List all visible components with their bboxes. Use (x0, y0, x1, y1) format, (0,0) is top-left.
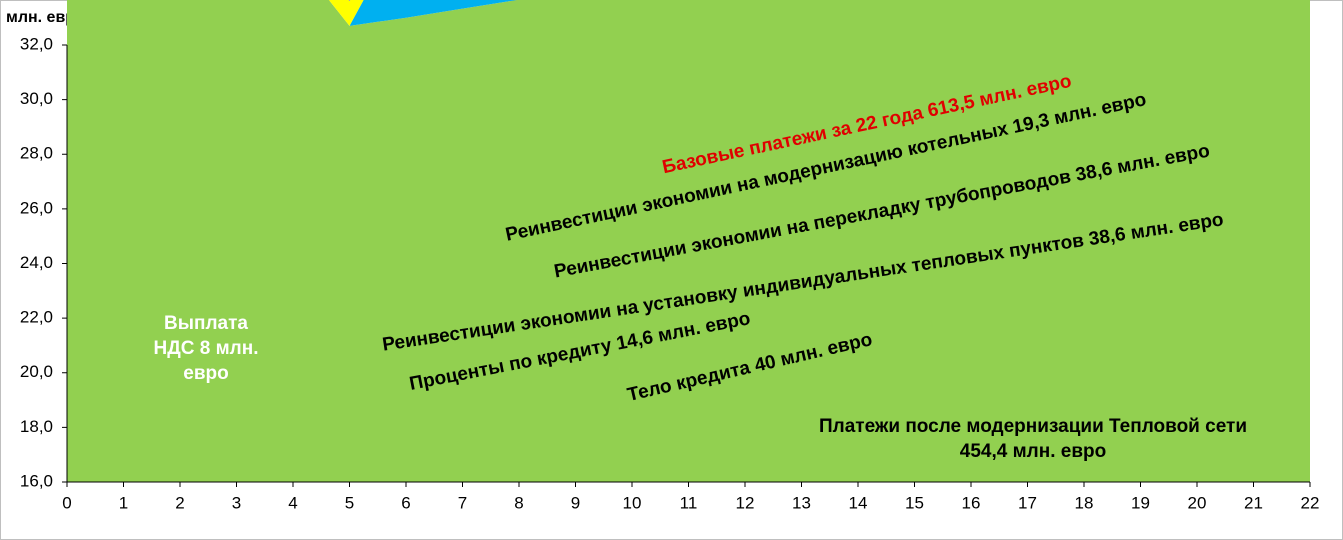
x-tick-label: 11 (680, 493, 698, 512)
x-tick-label: 19 (1131, 493, 1150, 512)
x-tick-label: 15 (905, 493, 924, 512)
x-tick-label: 6 (401, 493, 410, 512)
x-tick-label: 16 (962, 493, 981, 512)
x-tick-label: 3 (232, 493, 241, 512)
y-tick-label: 22,0 (20, 308, 53, 327)
area (348, 0, 351, 2)
x-tick-label: 17 (1018, 493, 1037, 512)
x-tick-label: 12 (736, 493, 755, 512)
series-label: Выплата (164, 313, 248, 334)
y-tick-label: 26,0 (20, 198, 53, 217)
areas (67, 0, 1310, 482)
x-tick-label: 8 (514, 493, 523, 512)
y-tick-label: 28,0 (20, 144, 53, 163)
x-tick-label: 2 (175, 493, 184, 512)
area (67, 0, 1310, 482)
area (328, 0, 517, 26)
y-tick-label: 30,0 (20, 89, 53, 108)
series-label: НДС 8 млн. (154, 338, 259, 359)
x-tick-label: 14 (849, 493, 868, 512)
x-tick-label: 20 (1188, 493, 1207, 512)
y-tick-label: 16,0 (20, 471, 53, 490)
x-tick-label: 18 (1075, 493, 1094, 512)
x-tick-label: 22 (1301, 493, 1320, 512)
y-tick-label: 20,0 (20, 362, 53, 381)
x-tick-label: 4 (288, 493, 297, 512)
x-tick-label: 21 (1244, 493, 1263, 512)
y-axis-label: млн. евро (6, 9, 85, 26)
y-tick-label: 32,0 (20, 34, 53, 53)
area (328, 0, 364, 26)
x-tick-label: 10 (623, 493, 642, 512)
x-tick-label: 0 (62, 493, 71, 512)
x-tick-label: 7 (458, 493, 467, 512)
series-label: 454,4 млн. евро (960, 441, 1106, 462)
y-tick-label: 24,0 (20, 253, 53, 272)
x-tick-label: 5 (345, 493, 354, 512)
x-tick-label: 9 (571, 493, 580, 512)
y-tick-label: 18,0 (20, 417, 53, 436)
x-tick-label: 1 (119, 493, 128, 512)
series-label: евро (183, 363, 228, 384)
x-tick-label: 13 (792, 493, 811, 512)
series-label: Платежи после модернизации Тепловой сети (819, 416, 1247, 437)
